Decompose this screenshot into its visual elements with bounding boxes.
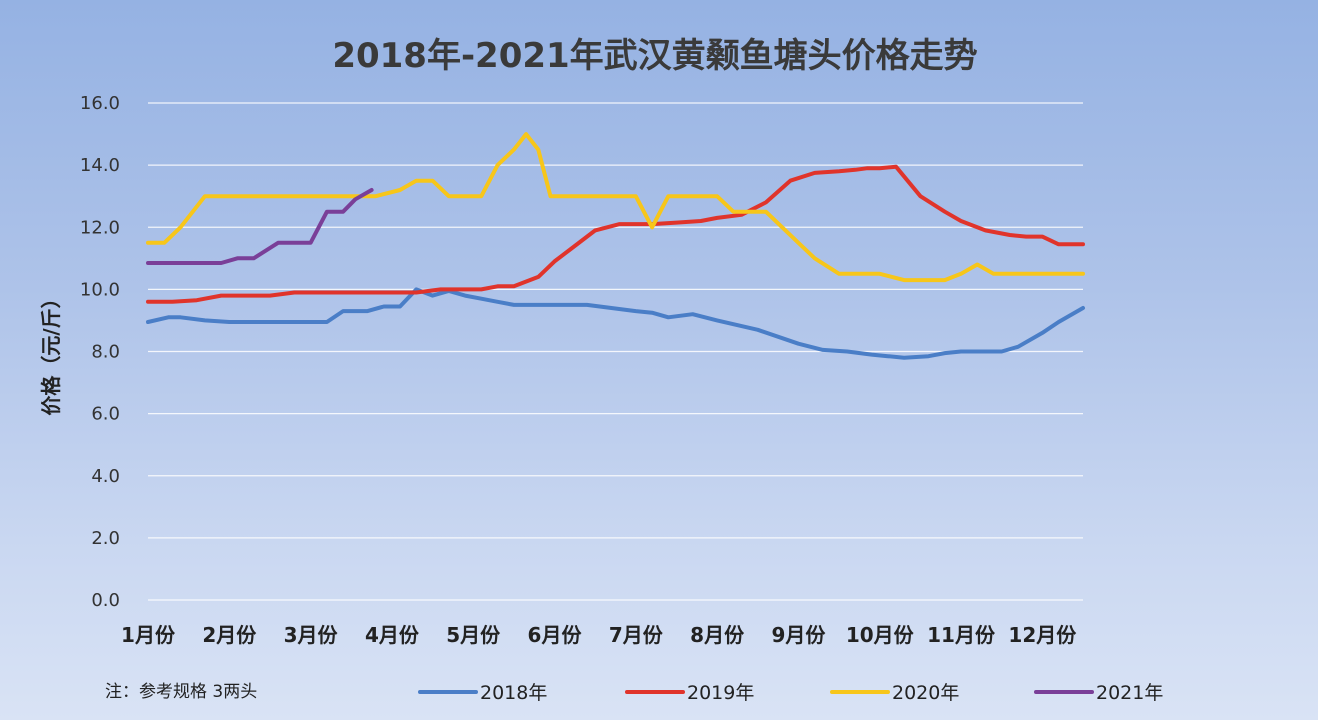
series-line-2019 bbox=[146, 164, 1085, 304]
legend-label-2019: 2019年 bbox=[687, 682, 754, 704]
series-lines bbox=[146, 132, 1085, 360]
y-tick-label: 16.0 bbox=[80, 93, 120, 114]
x-tick-label: 2月份 bbox=[202, 623, 257, 647]
gridlines bbox=[148, 102, 1083, 601]
y-axis-ticks: 0.0 2.0 4.0 6.0 8.0 10.0 12.0 14.0 16.0 bbox=[80, 93, 120, 611]
x-tick-label: 11月份 bbox=[927, 623, 996, 647]
x-tick-label: 5月份 bbox=[446, 623, 501, 647]
y-tick-label: 10.0 bbox=[80, 279, 120, 300]
x-tick-label: 4月份 bbox=[365, 623, 420, 647]
legend-label-2018: 2018年 bbox=[480, 682, 547, 704]
x-tick-label: 12月份 bbox=[1008, 623, 1077, 647]
y-tick-label: 14.0 bbox=[80, 155, 120, 176]
x-tick-label: 10月份 bbox=[846, 623, 915, 647]
y-tick-label: 0.0 bbox=[91, 590, 120, 611]
legend: 2018年 2019年 2020年 2021年 bbox=[418, 682, 1163, 704]
series-line-2021 bbox=[146, 188, 374, 265]
x-tick-label: 9月份 bbox=[771, 623, 826, 647]
x-tick-label: 3月份 bbox=[284, 623, 339, 647]
y-tick-label: 6.0 bbox=[91, 404, 120, 425]
x-tick-label: 6月份 bbox=[528, 623, 583, 647]
y-tick-label: 2.0 bbox=[91, 528, 120, 549]
x-tick-label: 1月份 bbox=[121, 623, 176, 647]
x-tick-label: 8月份 bbox=[690, 623, 745, 647]
x-tick-label: 7月份 bbox=[609, 623, 664, 647]
series-line-2020 bbox=[146, 132, 1085, 283]
y-tick-label: 4.0 bbox=[91, 466, 120, 487]
legend-label-2020: 2020年 bbox=[892, 682, 959, 704]
legend-label-2021: 2021年 bbox=[1096, 682, 1163, 704]
x-axis-ticks: 1月份 2月份 3月份 4月份 5月份 6月份 7月份 8月份 9月份 10月份 11月份 12月份 bbox=[121, 623, 1077, 647]
chart-title: 2018年-2021年武汉黄颡鱼塘头价格走势 bbox=[332, 36, 977, 76]
chart-note: 注：参考规格 3两头 bbox=[105, 682, 257, 702]
series-line-2018 bbox=[146, 287, 1085, 360]
y-tick-label: 12.0 bbox=[80, 217, 120, 238]
y-tick-label: 8.0 bbox=[91, 342, 120, 363]
y-axis-label: 价格（元/斤） bbox=[39, 288, 63, 415]
